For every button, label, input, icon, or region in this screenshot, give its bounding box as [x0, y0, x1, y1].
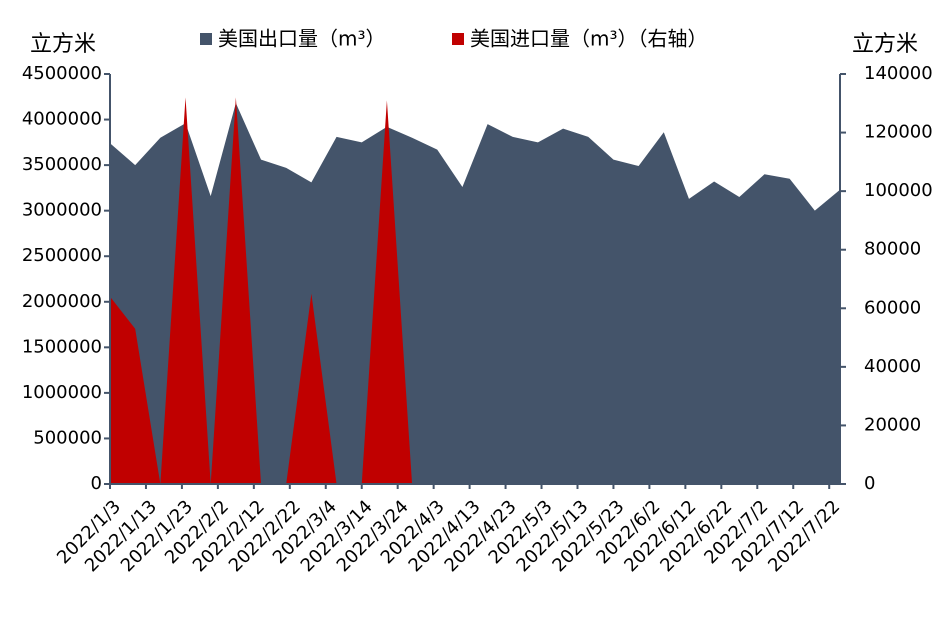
y2-tick-label: 80000 — [864, 239, 921, 260]
y2-tick-label: 40000 — [864, 356, 921, 377]
y2-tick-label: 0 — [864, 473, 875, 494]
legend-swatch — [200, 33, 212, 45]
y-tick-label: 3500000 — [22, 154, 102, 175]
y2-tick-label: 120000 — [864, 122, 933, 143]
y-tick-label: 3000000 — [22, 200, 102, 221]
y2-tick-label: 20000 — [864, 414, 921, 435]
y-tick-label: 2500000 — [22, 245, 102, 266]
legend-swatch — [452, 33, 464, 45]
y-tick-label: 2000000 — [22, 291, 102, 312]
y-tick-label: 4000000 — [22, 109, 102, 130]
y-tick-label: 1500000 — [22, 336, 102, 357]
y2-axis-title: 立方米 — [852, 32, 918, 57]
y2-tick-label: 60000 — [864, 297, 921, 318]
y2-tick-label: 100000 — [864, 180, 933, 201]
legend-label: 美国进口量（m³）（右轴） — [470, 27, 708, 51]
y-axis-title: 立方米 — [30, 32, 96, 57]
y-tick-label: 4500000 — [22, 63, 102, 84]
y-tick-label: 0 — [91, 473, 102, 494]
area — [110, 103, 840, 485]
y-tick-label: 500000 — [33, 427, 102, 448]
y2-tick-label: 140000 — [864, 63, 933, 84]
y-tick-label: 1000000 — [22, 382, 102, 403]
legend-label: 美国出口量（m³） — [218, 27, 386, 51]
area — [110, 97, 840, 484]
